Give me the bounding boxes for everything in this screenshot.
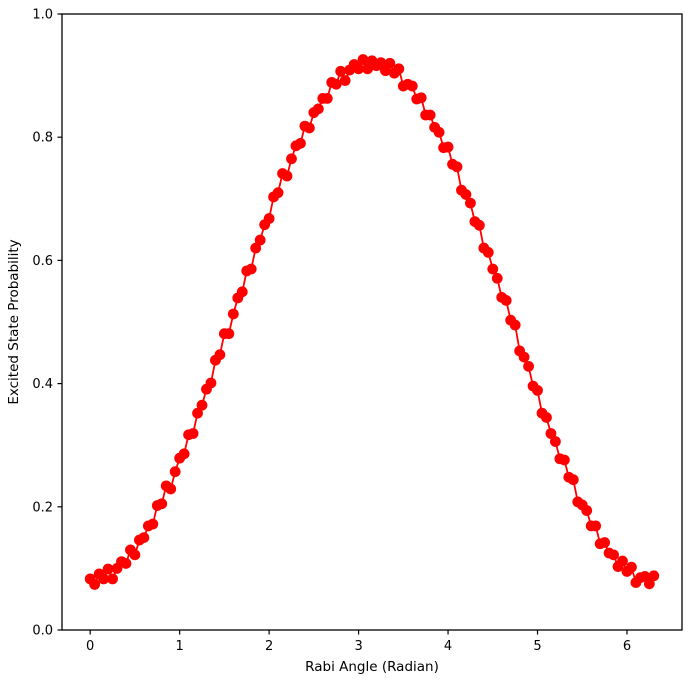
x-tick-label: 5 (533, 639, 541, 654)
data-point-marker (272, 187, 284, 199)
data-point-marker (545, 428, 557, 439)
data-point-marker (120, 558, 132, 569)
data-point-marker (129, 549, 141, 561)
data-point-marker (254, 234, 266, 246)
data-point-marker (482, 246, 494, 258)
data-point-marker (250, 242, 262, 254)
data-point-marker (487, 263, 499, 275)
data-point-marker (281, 170, 293, 182)
data-point-marker (393, 63, 405, 75)
data-point-marker (558, 454, 570, 466)
data-point-marker (165, 483, 177, 495)
data-series (84, 54, 660, 590)
data-point-marker (107, 573, 118, 585)
data-point-marker (156, 498, 168, 510)
data-point-marker (286, 153, 297, 165)
axes-box (61, 13, 683, 631)
x-tick-label: 2 (265, 639, 273, 654)
data-point-marker (523, 360, 534, 372)
data-point-marker (321, 92, 333, 104)
data-point-marker (353, 63, 364, 75)
y-tick-label: 0.4 (32, 377, 53, 392)
data-point-marker (626, 561, 637, 573)
x-tick-label: 1 (176, 639, 184, 654)
x-axis-label: Rabi Angle (Radian) (305, 659, 439, 675)
data-point-marker (245, 263, 257, 275)
x-tick-label: 4 (444, 639, 452, 654)
y-axis-ticks: 0.0 0.2 0.4 0.6 0.8 1.0 (32, 8, 62, 639)
data-point-marker (473, 219, 485, 231)
data-point-marker (460, 189, 472, 200)
data-point-marker (599, 537, 611, 548)
y-tick-label: 0.6 (32, 254, 53, 269)
data-point-marker (491, 272, 503, 284)
data-point-marker (442, 141, 454, 153)
data-point-marker (384, 57, 396, 69)
data-point-marker (550, 436, 561, 447)
data-point-marker (312, 103, 324, 115)
data-point-marker (192, 407, 203, 419)
data-point-marker (169, 466, 181, 478)
y-tick-label: 1.0 (32, 8, 53, 23)
data-point-marker (223, 328, 235, 340)
data-point-marker (406, 80, 418, 92)
data-point-marker (339, 75, 351, 86)
data-point-marker (98, 573, 109, 585)
data-point-marker (567, 474, 579, 486)
data-point-marker (608, 549, 619, 561)
data-point-marker (102, 563, 114, 575)
data-point-marker (433, 126, 445, 138)
data-point-marker (205, 377, 217, 389)
data-point-marker (227, 308, 239, 320)
data-point-marker (500, 295, 512, 306)
data-point-marker (330, 78, 342, 90)
data-point-marker (581, 505, 593, 516)
data-point-marker (590, 520, 602, 532)
data-point-marker (509, 319, 521, 331)
x-tick-label: 3 (354, 639, 362, 654)
data-point-marker (236, 286, 248, 298)
data-point-marker (357, 54, 369, 65)
data-point-marker (648, 570, 660, 582)
y-tick-label: 0.2 (32, 500, 53, 515)
data-point-marker (187, 428, 199, 439)
data-point-marker (263, 213, 275, 224)
data-point-marker (465, 197, 476, 209)
data-point-marker (518, 351, 530, 363)
x-tick-label: 0 (86, 639, 94, 654)
data-point-marker (375, 57, 387, 69)
data-point-marker (138, 532, 150, 543)
x-axis-ticks: 0 1 2 3 4 5 6 (86, 630, 631, 654)
data-point-marker (424, 109, 436, 121)
data-point-marker (295, 137, 306, 149)
data-point-marker (451, 161, 463, 173)
data-point-marker (541, 412, 552, 423)
data-point-marker (178, 448, 190, 460)
data-point-marker (617, 555, 628, 567)
data-point-marker (214, 349, 226, 361)
x-tick-label: 6 (623, 639, 631, 654)
data-point-marker (532, 384, 543, 396)
series-line (89, 57, 655, 587)
data-point-marker (147, 518, 159, 530)
y-tick-label: 0.8 (32, 131, 53, 146)
data-point-marker (89, 579, 101, 590)
y-tick-label: 0.0 (32, 624, 53, 639)
data-point-marker (303, 122, 315, 134)
data-point-marker (335, 65, 347, 77)
data-point-marker (196, 399, 208, 411)
data-point-marker (643, 578, 655, 590)
data-point-marker (415, 92, 427, 104)
plot-spines (61, 13, 683, 631)
data-point-marker (362, 63, 373, 75)
y-axis-label: Excited State Probability (6, 239, 22, 404)
